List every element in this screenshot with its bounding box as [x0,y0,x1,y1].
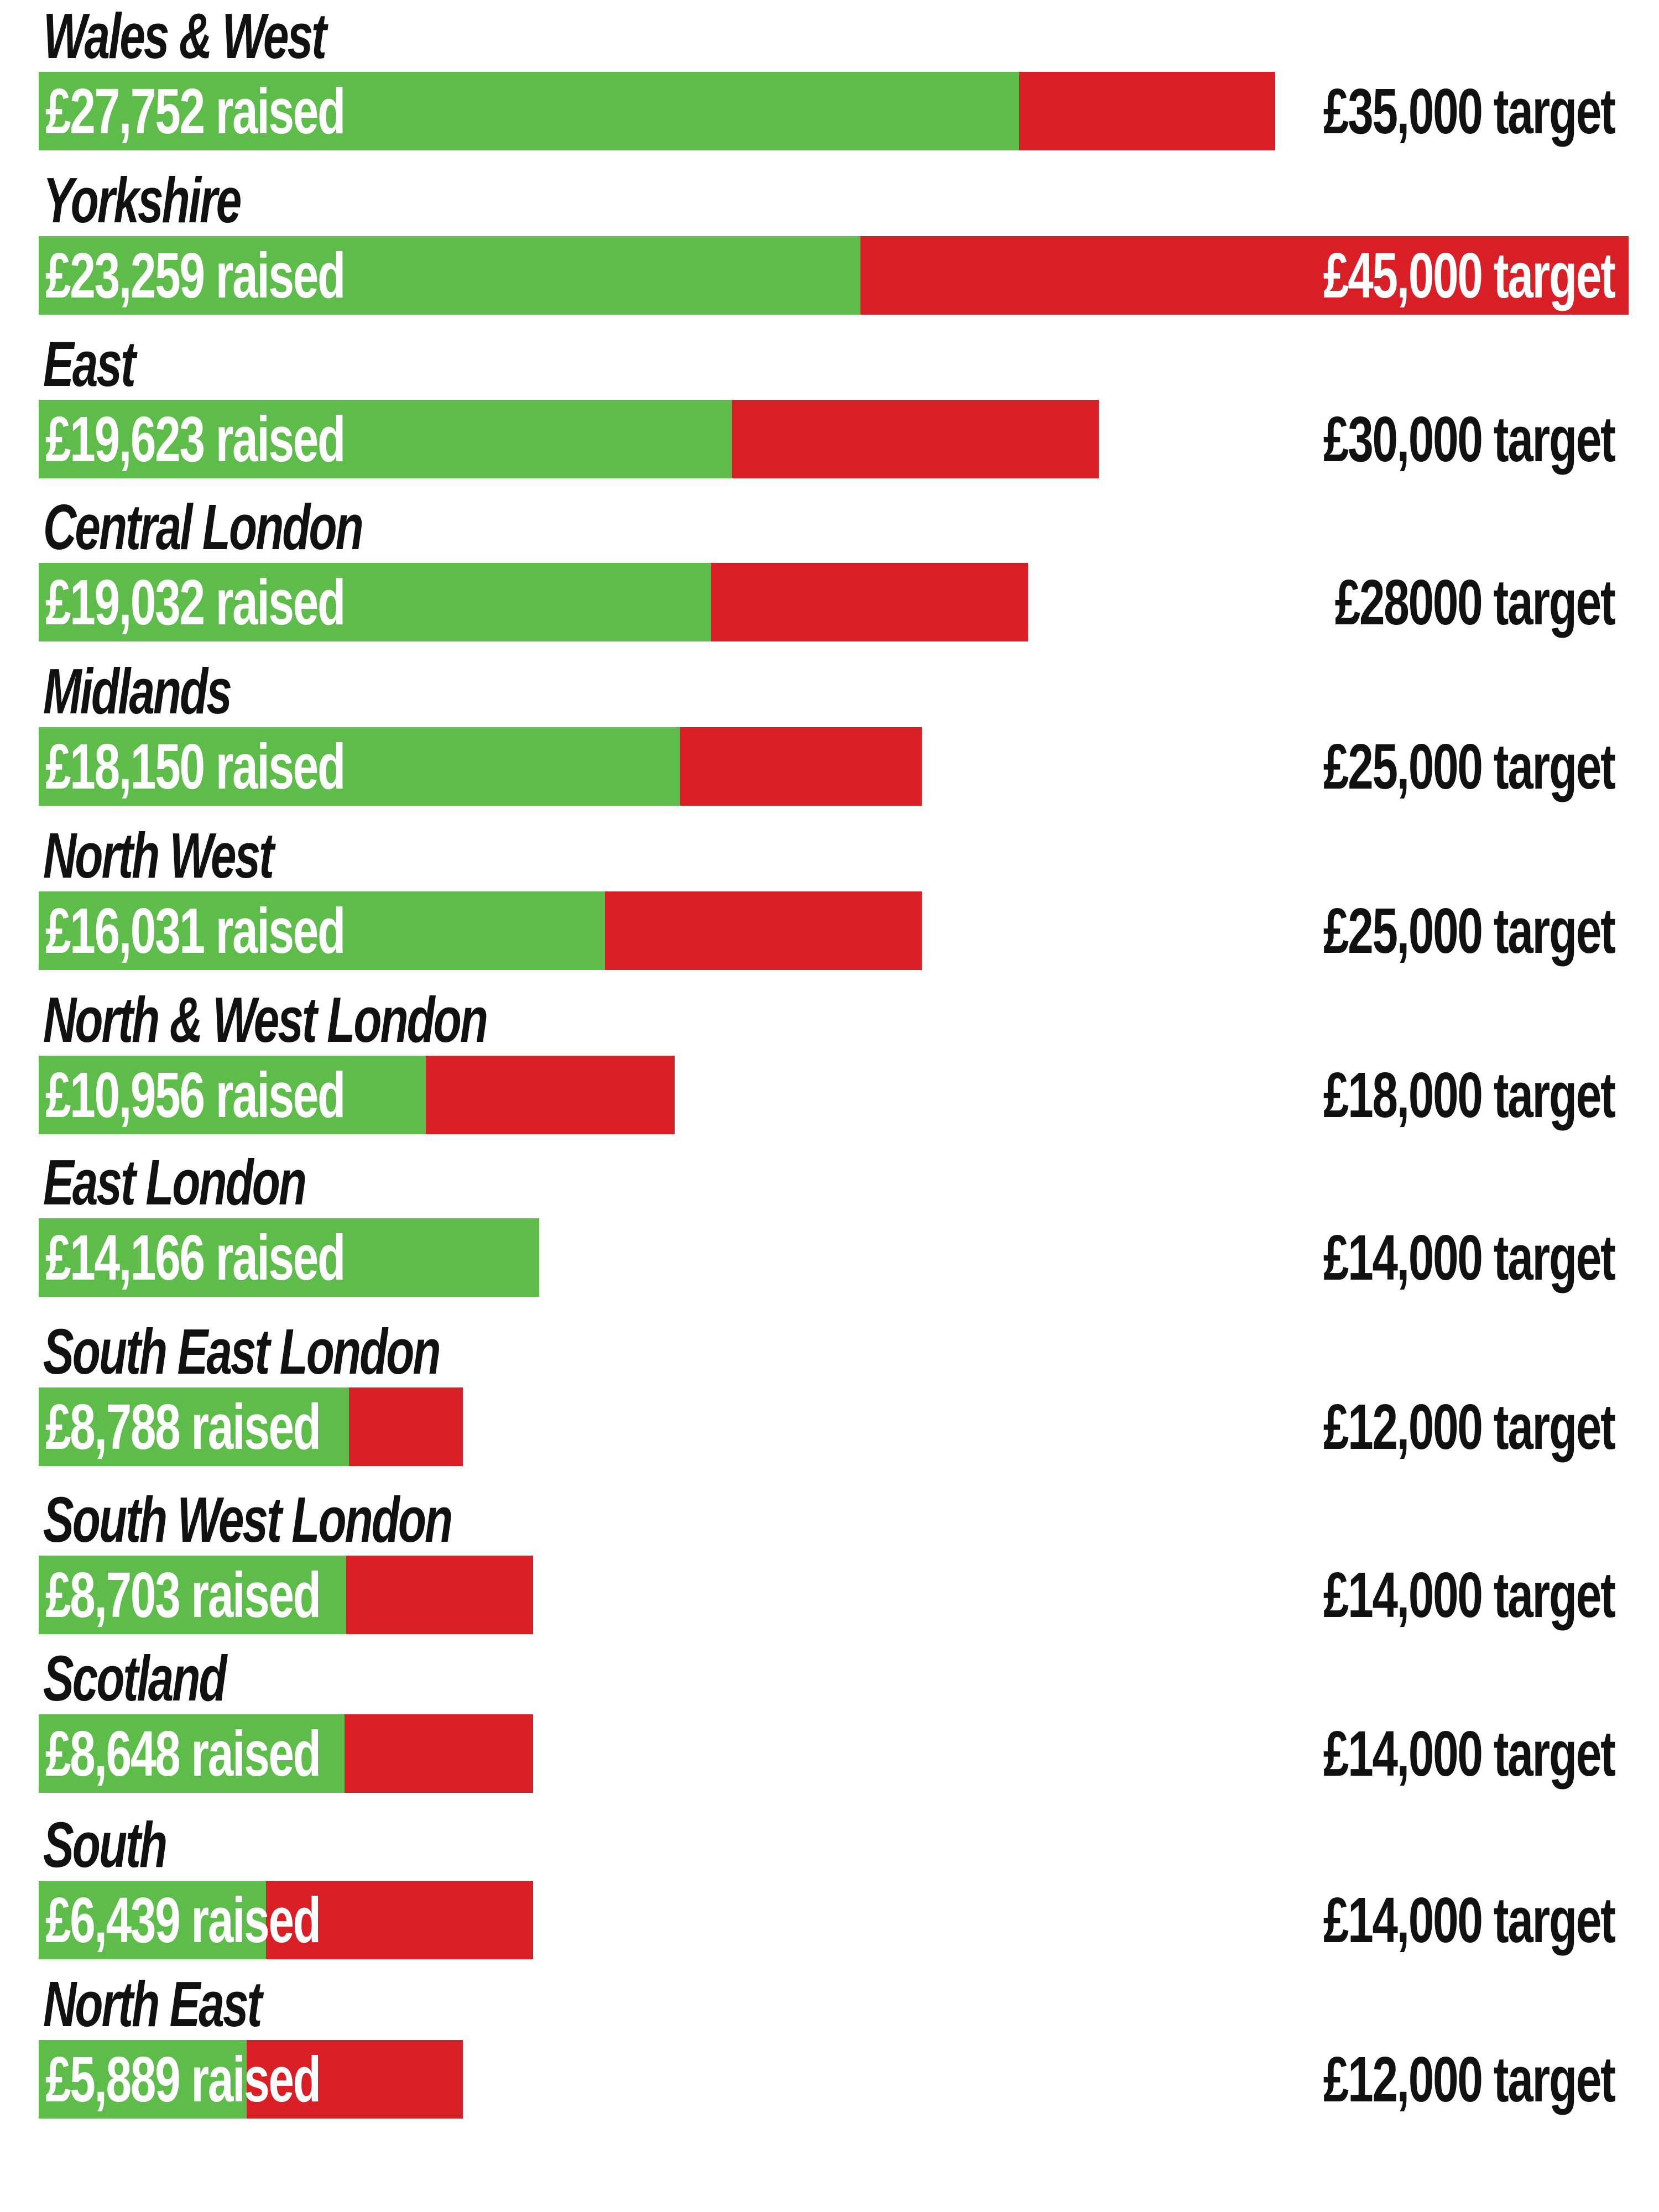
region-name-label: North East [43,1968,262,2040]
region-name-label: East [43,328,136,400]
raised-amount-label: £14,166 raised [45,1222,346,1293]
target-amount-label: £35,000 target [1323,75,1616,147]
raised-amount-label: £19,032 raised [45,566,346,638]
region-row: Wales & West £27,752 raised £35,000 target [0,0,1659,155]
raised-bar [39,1556,346,1634]
bar-track [39,1218,539,1297]
region-name-label: North West [43,820,274,891]
raised-bar [39,1714,345,1793]
target-amount-label: £25,000 target [1323,731,1616,802]
raised-bar [39,72,1019,150]
region-row: North & West London £10,956 raised £18,000… [0,984,1659,1139]
raised-amount-label: £16,031 raised [45,895,346,967]
target-amount-label: £14,000 target [1323,1718,1616,1790]
raised-bar [39,1056,426,1134]
raised-bar [39,2040,247,2119]
bar-track [39,400,1099,478]
region-row: South East London £8,788 raised £12,000 ta… [0,1316,1659,1470]
region-row: East £19,623 raised £30,000 target [0,328,1659,483]
bar-track [39,1881,533,1959]
target-amount-label: £14,000 target [1323,1222,1616,1293]
target-amount-label: £14,000 target [1323,1559,1616,1631]
raised-amount-label: £19,623 raised [45,403,346,475]
bar-track [39,236,1629,315]
raised-bar [39,236,860,315]
target-amount-label: £30,000 target [1323,403,1616,475]
bar-track [39,2040,463,2119]
region-row: North East £5,889 raised £12,000 target [0,1968,1659,2123]
target-amount-label: £14,000 target [1323,1884,1616,1956]
raised-amount-label: £8,788 raised [45,1391,321,1463]
bar-track [39,563,1028,641]
region-name-label: Midlands [43,655,232,727]
region-row: Scotland £8,648 raised £14,000 target [0,1642,1659,1797]
region-name-label: Yorkshire [43,164,242,236]
region-name-label: South [43,1809,168,1881]
bar-track [39,72,1275,150]
region-row: Midlands £18,150 raised £25,000 target [0,655,1659,810]
region-name-label: South East London [43,1316,441,1387]
bar-track [39,1387,463,1466]
raised-bar [39,563,711,641]
bar-track [39,891,922,970]
region-name-label: North & West London [43,984,488,1056]
raised-amount-label: £5,889 raised [45,2043,321,2115]
raised-amount-label: £6,439 raised [45,1884,321,1956]
region-row: South West London £8,703 raised £14,000 ta… [0,1484,1659,1639]
region-row: North West £16,031 raised £25,000 target [0,820,1659,974]
raised-amount-label: £10,956 raised [45,1059,346,1131]
target-amount-label: £12,000 target [1323,2043,1616,2115]
raised-bar [39,727,680,806]
target-amount-label: £12,000 target [1323,1391,1616,1463]
raised-amount-label: £23,259 raised [45,239,346,311]
target-amount-label: £28000 target [1335,566,1616,638]
raised-amount-label: £27,752 raised [45,75,346,147]
raised-amount-label: £18,150 raised [45,731,346,802]
raised-bar [39,400,732,478]
target-amount-label: £25,000 target [1323,895,1616,967]
raised-bar [39,1881,266,1959]
region-name-label: South West London [43,1484,453,1556]
raised-bar [39,1218,539,1297]
bar-track [39,1556,533,1634]
region-row: Yorkshire £23,259 raised £45,000 target [0,164,1659,319]
region-name-label: Wales & West [43,0,327,72]
region-name-label: Central London [43,491,364,563]
target-amount-label: £18,000 target [1323,1059,1616,1131]
bar-track [39,1056,675,1134]
target-amount-label: £45,000 target [1323,239,1616,311]
raised-amount-label: £8,648 raised [45,1718,321,1790]
raised-amount-label: £8,703 raised [45,1559,321,1631]
region-row: East London £14,166 raised £14,000 target [0,1146,1659,1301]
region-name-label: Scotland [43,1642,227,1714]
bar-track [39,1714,533,1793]
raised-bar [39,1387,349,1466]
region-row: Central London £19,032 raised £28000 targe… [0,491,1659,646]
raised-bar [39,891,605,970]
region-row: South £6,439 raised £14,000 target [0,1809,1659,1964]
region-name-label: East London [43,1146,307,1218]
bar-track [39,727,922,806]
